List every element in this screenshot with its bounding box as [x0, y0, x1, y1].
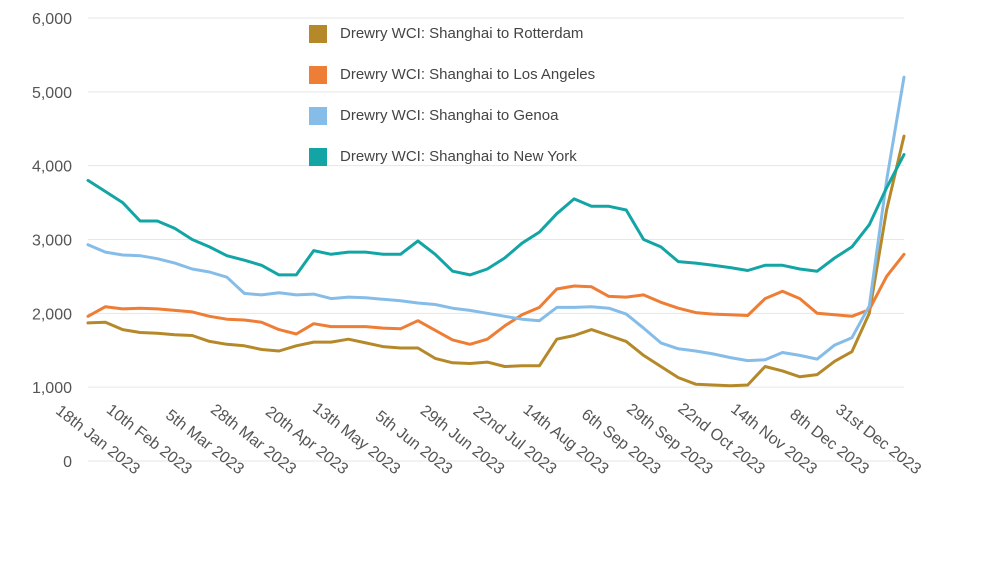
series-line	[86, 134, 906, 388]
legend-swatch	[309, 66, 327, 84]
legend-swatch	[309, 107, 327, 125]
y-tick-label: 6,000	[32, 11, 72, 28]
series-line	[86, 153, 906, 277]
x-tick-label: 22nd Oct 2023	[675, 400, 768, 478]
y-tick-label: 2,000	[32, 306, 72, 323]
legend-label: Drewry WCI: Shanghai to Genoa	[340, 107, 559, 124]
legend-swatch	[309, 148, 327, 166]
legend-label: Drewry WCI: Shanghai to Rotterdam	[340, 25, 583, 42]
y-tick-label: 4,000	[32, 159, 72, 176]
y-tick-label: 5,000	[32, 85, 72, 102]
legend-swatch	[309, 25, 327, 43]
y-tick-label: 3,000	[32, 233, 72, 250]
x-tick-label: 31st Dec 2023	[832, 401, 924, 478]
series-line	[86, 252, 906, 346]
legend-label: Drewry WCI: Shanghai to New York	[340, 148, 577, 165]
y-tick-label: 1,000	[32, 380, 72, 397]
x-tick-label: 13th May 2023	[309, 400, 403, 479]
y-tick-label: 0	[63, 454, 72, 471]
legend-label: Drewry WCI: Shanghai to Los Angeles	[340, 66, 595, 83]
series-line	[86, 75, 906, 363]
